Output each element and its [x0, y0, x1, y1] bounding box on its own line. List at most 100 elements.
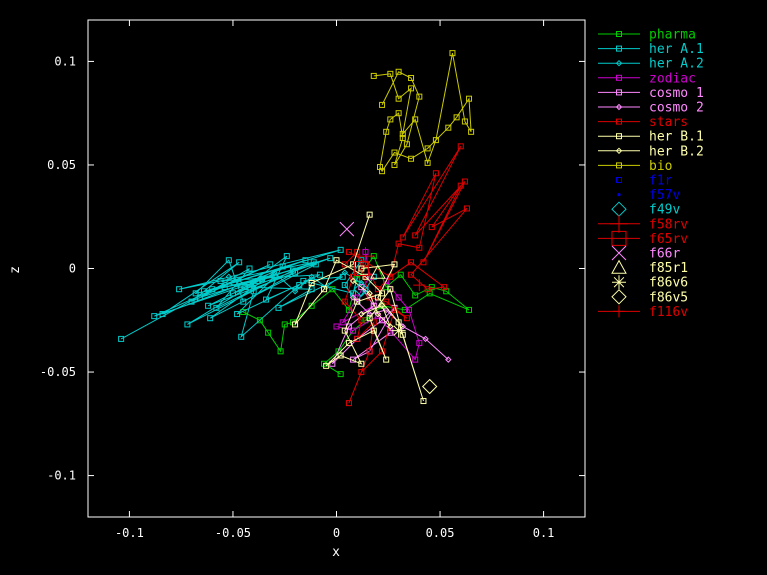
data-point: [229, 290, 236, 297]
data-point: [412, 232, 419, 239]
data-point: [408, 155, 415, 162]
series-stars: [341, 143, 470, 407]
data-point: [379, 290, 386, 297]
data-point: [383, 128, 390, 135]
data-point: [250, 283, 257, 291]
data-point: [279, 263, 286, 270]
legend-label: zodiac: [649, 71, 696, 86]
data-point: [176, 286, 183, 293]
data-point: [387, 286, 394, 293]
legend-item-f1r: f1r: [616, 174, 673, 189]
legend-label: f65rv: [649, 232, 688, 247]
data-point: [383, 277, 390, 284]
legend-item-f116v: f116v: [598, 305, 688, 320]
data-point: [378, 302, 386, 309]
data-point: [250, 288, 257, 295]
legend-marker: [617, 193, 621, 197]
legend-label: her A.1: [649, 42, 704, 57]
data-point: [345, 340, 352, 347]
data-point: [209, 286, 216, 293]
data-point: [391, 161, 398, 168]
data-point: [339, 319, 346, 326]
data-point: [275, 304, 282, 311]
y-axis-label: z: [8, 266, 23, 274]
data-point: [463, 205, 470, 212]
y-tick-label: -0.05: [40, 365, 76, 379]
data-point: [412, 356, 419, 363]
data-point: [397, 271, 404, 278]
data-point: [412, 292, 419, 299]
x-axis-label: x: [332, 545, 340, 560]
data-point: [291, 288, 299, 295]
data-point: [466, 95, 473, 102]
legend-label: f116v: [649, 305, 688, 320]
data-point: [283, 253, 290, 260]
data-point: [399, 331, 406, 338]
series-her-a-1: [118, 246, 377, 342]
legend-marker: [616, 118, 622, 125]
legend-marker: [611, 230, 627, 246]
legend-item-bio: bio: [598, 159, 672, 174]
legend-item-cosmo-1: cosmo 1: [598, 86, 704, 101]
series-line: [344, 146, 468, 404]
data-point: [395, 110, 402, 117]
data-point: [383, 356, 390, 363]
legend-marker: [616, 74, 622, 81]
data-point: [445, 124, 452, 131]
legend-item-her-a-2: her A.2: [598, 57, 704, 72]
legend-marker: [613, 305, 625, 318]
legend-marker: [611, 245, 627, 261]
data-point: [391, 306, 398, 313]
data-point: [277, 348, 284, 355]
legend-marker: [611, 259, 627, 274]
data-point: [350, 327, 357, 334]
data-point: [445, 356, 452, 363]
data-point: [408, 85, 415, 92]
data-point: [376, 164, 383, 171]
data-point: [366, 294, 373, 301]
series-line: [228, 271, 362, 292]
legend-item-her-b-1: her B.1: [598, 130, 704, 145]
legend-item-cosmo-2: cosmo 2: [598, 101, 704, 116]
data-point: [267, 261, 274, 268]
data-point: [341, 327, 348, 334]
data-point: [412, 116, 419, 123]
legend-marker: [616, 45, 622, 52]
data-point: [213, 304, 220, 311]
data-point: [256, 317, 263, 324]
data-point: [354, 335, 361, 342]
data-point: [308, 273, 315, 280]
data-point: [420, 259, 427, 266]
series-line: [243, 255, 470, 375]
legend-marker: [615, 103, 623, 111]
data-point: [350, 290, 357, 297]
legend-label: f58rv: [649, 217, 688, 232]
legend-label: cosmo 1: [649, 86, 704, 101]
data-point: [358, 279, 365, 287]
legend-marker: [616, 177, 622, 183]
data-point: [337, 371, 344, 378]
legend-label: f86v6: [649, 276, 688, 291]
data-point: [225, 257, 232, 264]
data-point: [416, 93, 423, 100]
data-point: [395, 240, 402, 247]
data-point: [254, 277, 261, 284]
data-point: [350, 273, 357, 280]
legend-label: her B.1: [649, 130, 704, 145]
data-point: [321, 286, 328, 293]
data-point: [424, 286, 431, 293]
data-point: [374, 294, 381, 301]
data-point: [292, 321, 299, 328]
data-point: [333, 257, 340, 264]
data-point: [327, 255, 334, 262]
data-point: [408, 271, 415, 278]
legend-item-f58rv: f58rv: [598, 214, 688, 233]
legend-marker: [615, 147, 623, 155]
data-point: [453, 114, 460, 121]
data-point: [345, 248, 352, 255]
data-point: [192, 290, 199, 297]
data-point: [159, 311, 166, 318]
legend-item-f85r1: f85r1: [611, 259, 688, 276]
